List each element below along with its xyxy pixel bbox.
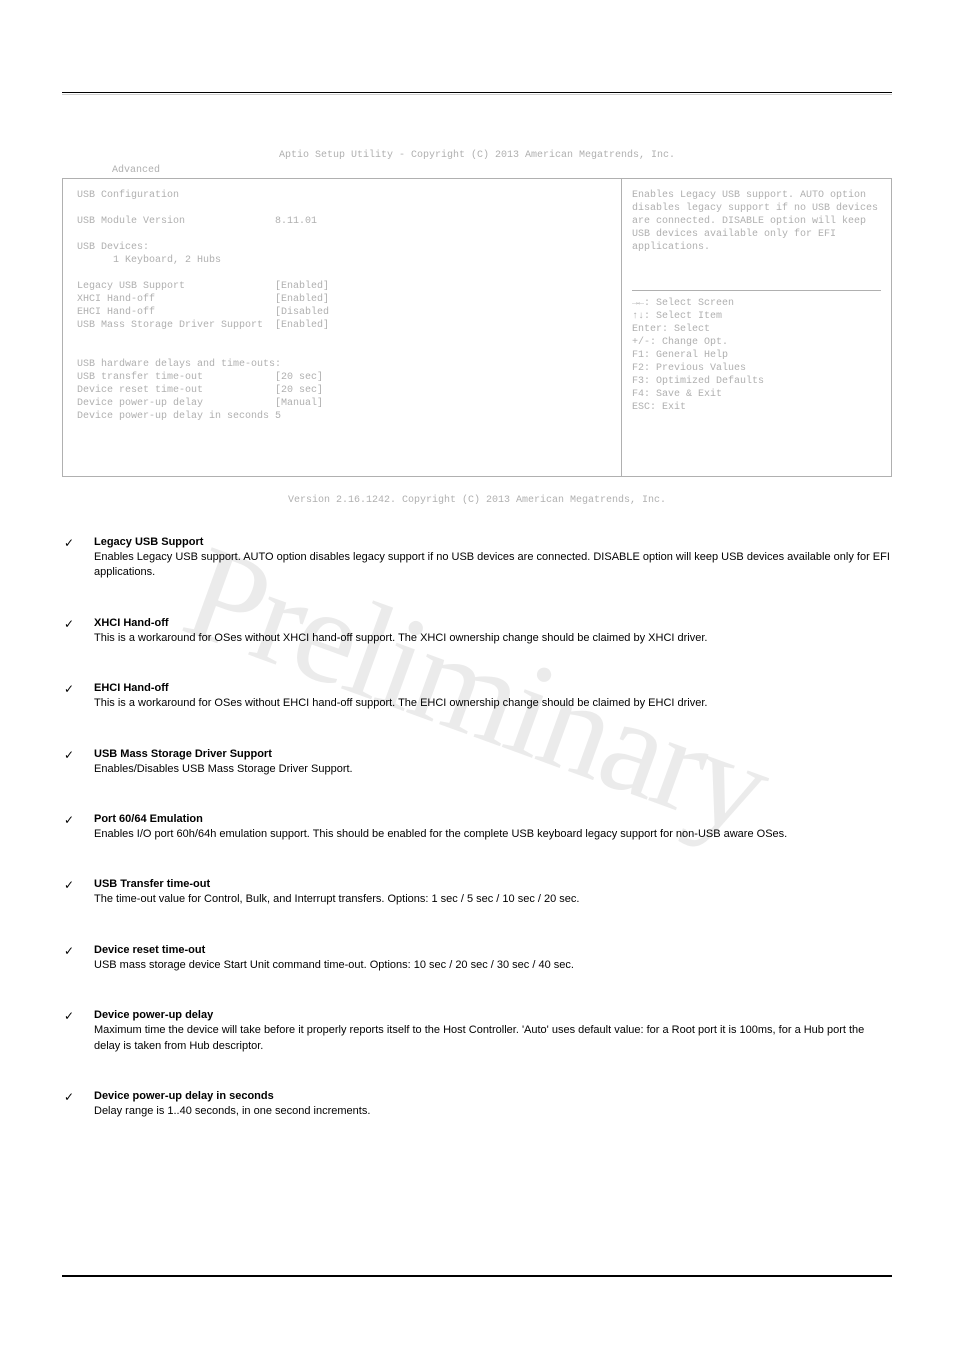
setting-body: Legacy USB Support Enables Legacy USB su… [94, 536, 892, 581]
bios-config-title: USB Configuration [77, 190, 179, 201]
setting-name: Legacy USB Support [94, 536, 892, 548]
setting-item: ✓ XHCI Hand-off This is a workaround for… [62, 617, 892, 646]
setting-item: ✓ Legacy USB Support Enables Legacy USB … [62, 536, 892, 581]
check-icon: ✓ [64, 1090, 84, 1104]
setting-body: EHCI Hand-off This is a workaround for O… [94, 682, 892, 711]
check-icon: ✓ [64, 878, 84, 892]
check-icon: ✓ [64, 536, 84, 550]
bios-nav-item: F2: Previous Values [632, 362, 881, 375]
bios-nav-item: ESC: Exit [632, 401, 881, 414]
setting-body: Device reset time-out USB mass storage d… [94, 944, 892, 973]
setting-item: ✓ USB Transfer time-out The time-out val… [62, 878, 892, 907]
setting-body: XHCI Hand-off This is a workaround for O… [94, 617, 892, 646]
check-icon: ✓ [64, 1009, 84, 1023]
setting-desc: Enables/Disables USB Mass Storage Driver… [94, 762, 892, 777]
setting-name: Device power-up delay in seconds [94, 1090, 892, 1102]
top-divider [62, 92, 892, 95]
bios-help-text: Enables Legacy USB support. AUTO option … [632, 189, 881, 254]
bios-left-panel: USB Configuration USB Module Version 8.1… [63, 179, 621, 476]
setting-body: Port 60/64 Emulation Enables I/O port 60… [94, 813, 892, 842]
setting-item: ✓ Device power-up delay in seconds Delay… [62, 1090, 892, 1119]
bios-module-value: 8.11.01 [275, 216, 317, 227]
bios-nav-item: F1: General Help [632, 349, 881, 362]
bios-item-value: [20 sec] [275, 385, 323, 396]
bios-item-label: XHCI Hand-off [77, 294, 155, 305]
bios-tab: Advanced [112, 165, 892, 176]
setting-name: EHCI Hand-off [94, 682, 892, 694]
check-icon: ✓ [64, 617, 84, 631]
bios-item-row[interactable]: USB transfer time-out [20 sec] [77, 372, 323, 383]
setting-desc: Maximum time the device will take before… [94, 1023, 892, 1054]
setting-desc: Enables I/O port 60h/64h emulation suppo… [94, 827, 892, 842]
check-icon: ✓ [64, 682, 84, 696]
setting-item: ✓ EHCI Hand-off This is a workaround for… [62, 682, 892, 711]
setting-desc: Delay range is 1..40 seconds, in one sec… [94, 1104, 892, 1119]
setting-body: Device power-up delay in seconds Delay r… [94, 1090, 892, 1119]
bios-nav-item: ↑↓: Select Item [632, 310, 881, 323]
setting-desc: The time-out value for Control, Bulk, an… [94, 892, 892, 907]
bios-item-row[interactable]: Device reset time-out [20 sec] [77, 385, 323, 396]
setting-name: XHCI Hand-off [94, 617, 892, 629]
setting-item: ✓ Device reset time-out USB mass storage… [62, 944, 892, 973]
bios-item-label: USB Mass Storage Driver Support [77, 320, 263, 331]
bios-header: Aptio Setup Utility - Copyright (C) 2013… [62, 150, 892, 161]
setting-desc: This is a workaround for OSes without EH… [94, 696, 892, 711]
bios-devices-value: 1 Keyboard, 2 Hubs [77, 255, 221, 266]
setting-name: Port 60/64 Emulation [94, 813, 892, 825]
bios-section2-title: USB hardware delays and time-outs: [77, 359, 281, 370]
bios-nav-item: F3: Optimized Defaults [632, 375, 881, 388]
bios-item-row[interactable]: USB Mass Storage Driver Support [Enabled… [77, 320, 329, 331]
bios-footer: Version 2.16.1242. Copyright (C) 2013 Am… [62, 495, 892, 506]
setting-desc: USB mass storage device Start Unit comma… [94, 958, 892, 973]
bios-item-value: 5 [275, 411, 281, 422]
bios-item-row[interactable]: Device power-up delay [Manual] [77, 398, 323, 409]
check-icon: ✓ [64, 748, 84, 762]
bios-right-divider [632, 290, 881, 291]
setting-item: ✓ Device power-up delay Maximum time the… [62, 1009, 892, 1054]
bios-item-value: [Enabled] [275, 320, 329, 331]
page-content: Aptio Setup Utility - Copyright (C) 2013… [62, 150, 892, 1155]
bios-item-label: Legacy USB Support [77, 281, 185, 292]
setting-name: Device power-up delay [94, 1009, 892, 1021]
bios-nav-item: F4: Save & Exit [632, 388, 881, 401]
setting-name: USB Transfer time-out [94, 878, 892, 890]
bios-nav-item: +/-: Change Opt. [632, 336, 881, 349]
bios-item-value: [Enabled] [275, 294, 329, 305]
bios-right-panel: Enables Legacy USB support. AUTO option … [621, 179, 891, 476]
bios-module-label: USB Module Version [77, 216, 185, 227]
bios-item-value: [Manual] [275, 398, 323, 409]
bios-item-value: [Enabled] [275, 281, 329, 292]
bios-screen: USB Configuration USB Module Version 8.1… [62, 178, 892, 477]
setting-body: Device power-up delay Maximum time the d… [94, 1009, 892, 1054]
setting-desc: Enables Legacy USB support. AUTO option … [94, 550, 892, 581]
bios-item-label: Device power-up delay [77, 398, 203, 409]
bios-nav-item: →←: Select Screen [632, 297, 881, 310]
bios-item-label: Device power-up delay in seconds [77, 411, 269, 422]
bios-item-row[interactable]: XHCI Hand-off [Enabled] [77, 294, 329, 305]
bios-item-label: EHCI Hand-off [77, 307, 155, 318]
setting-item: ✓ Port 60/64 Emulation Enables I/O port … [62, 813, 892, 842]
bios-nav-item: Enter: Select [632, 323, 881, 336]
bios-devices-label: USB Devices: [77, 242, 149, 253]
bios-item-row[interactable]: Device power-up delay in seconds 5 [77, 411, 281, 422]
setting-name: Device reset time-out [94, 944, 892, 956]
setting-item: ✓ USB Mass Storage Driver Support Enable… [62, 748, 892, 777]
settings-list: ✓ Legacy USB Support Enables Legacy USB … [62, 536, 892, 1119]
bottom-divider [62, 1275, 892, 1277]
bios-item-label: USB transfer time-out [77, 372, 203, 383]
bios-item-value: [Disabled [275, 307, 329, 318]
setting-name: USB Mass Storage Driver Support [94, 748, 892, 760]
setting-body: USB Transfer time-out The time-out value… [94, 878, 892, 907]
setting-body: USB Mass Storage Driver Support Enables/… [94, 748, 892, 777]
bios-item-row[interactable]: Legacy USB Support [Enabled] [77, 281, 329, 292]
bios-item-label: Device reset time-out [77, 385, 203, 396]
bios-module-row: USB Module Version 8.11.01 [77, 216, 317, 227]
bios-item-row[interactable]: EHCI Hand-off [Disabled [77, 307, 329, 318]
setting-desc: This is a workaround for OSes without XH… [94, 631, 892, 646]
check-icon: ✓ [64, 944, 84, 958]
check-icon: ✓ [64, 813, 84, 827]
bios-item-value: [20 sec] [275, 372, 323, 383]
